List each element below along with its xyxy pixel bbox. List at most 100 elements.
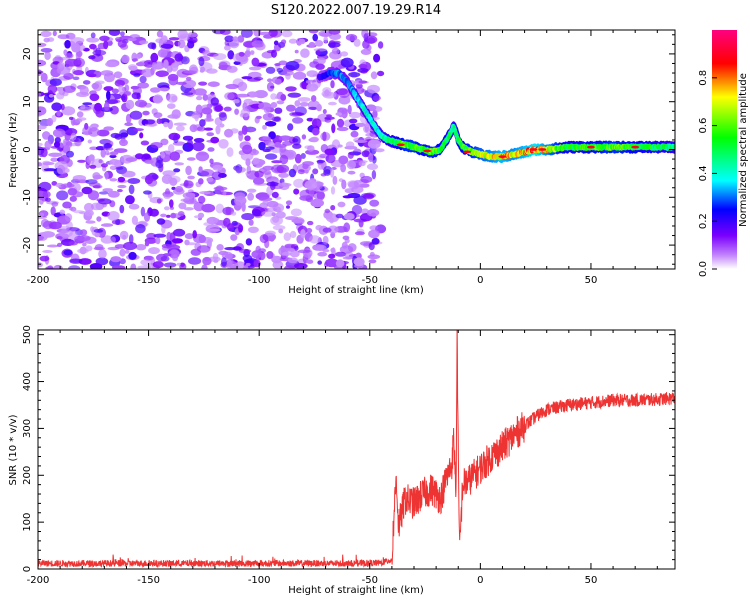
noise-blob [169, 199, 174, 208]
noise-blob [265, 153, 278, 160]
noise-blob [306, 227, 313, 234]
noise-blob [274, 141, 282, 148]
noise-blob [105, 150, 110, 156]
noise-blob [369, 225, 379, 231]
noise-blob [89, 263, 103, 269]
noise-blob [202, 256, 212, 266]
noise-blob [278, 135, 292, 141]
noise-blob [193, 88, 207, 96]
noise-blob [57, 34, 70, 40]
noise-blob [281, 70, 294, 76]
noise-blob [331, 47, 340, 55]
snr-y-axis: 0 100 200 300 400 500 [22, 325, 675, 572]
noise-blob [119, 230, 129, 240]
noise-blob [166, 214, 171, 218]
noise-blob [45, 197, 51, 202]
noise-blob [98, 159, 103, 164]
snr-panel: -200 -150 -100 -50 0 50 0 100 200 300 400 500 Heig… [8, 325, 676, 596]
noise-blob [338, 155, 349, 165]
noise-blob [198, 178, 204, 185]
noise-blob [48, 94, 54, 98]
noise-blob [322, 249, 330, 253]
noise-blob [237, 81, 248, 92]
noise-blob [272, 215, 280, 223]
noise-blob [345, 141, 355, 149]
noise-blob [341, 179, 347, 190]
noise-blob [372, 95, 381, 101]
noise-blob [47, 37, 55, 42]
noise-blob [173, 122, 187, 126]
noise-blob [82, 80, 91, 85]
y-tick-label: 100 [22, 513, 33, 532]
noise-blob [284, 265, 296, 269]
noise-blob [59, 229, 73, 238]
x-tick-label: -200 [27, 575, 50, 586]
noise-blob [135, 224, 146, 234]
noise-blob [174, 53, 184, 62]
y-tick-label: -20 [22, 237, 33, 253]
y-tick-label: 20 [22, 48, 33, 61]
colorbar-tick-label: 0.6 [698, 118, 709, 134]
noise-blobs [38, 30, 387, 269]
noise-blob [227, 50, 235, 60]
spectrogram-y-label: Frequency (Hz) [8, 112, 19, 188]
noise-blob [106, 40, 113, 46]
noise-blob [240, 30, 253, 38]
noise-blob [367, 84, 380, 94]
noise-blob [74, 118, 83, 123]
noise-blob [316, 103, 322, 112]
noise-blob [224, 35, 234, 43]
noise-blob [307, 145, 315, 152]
noise-blob [308, 235, 321, 244]
noise-blob [167, 144, 175, 153]
noise-blob [288, 168, 297, 178]
noise-blob [103, 101, 110, 111]
noise-blob [322, 131, 327, 142]
noise-blob [360, 48, 372, 56]
noise-blob [312, 127, 320, 136]
noise-blob [213, 53, 227, 61]
noise-blob [349, 118, 358, 124]
noise-blob [250, 50, 255, 55]
ridge-peak [529, 148, 538, 151]
noise-blob [139, 132, 144, 139]
noise-blob [195, 151, 210, 162]
noise-blob [156, 198, 162, 204]
noise-blob [330, 247, 336, 253]
noise-blob [176, 262, 181, 266]
x-tick-label: -200 [27, 275, 50, 286]
noise-blob [143, 119, 156, 125]
noise-blob [273, 40, 279, 46]
noise-blob [368, 242, 375, 251]
noise-blob [51, 114, 57, 123]
noise-blob [238, 248, 252, 254]
noise-blob [320, 173, 327, 177]
noise-blob [274, 63, 281, 67]
noise-blob [253, 76, 264, 81]
noise-blob [141, 68, 154, 78]
noise-blob [218, 139, 229, 149]
noise-blob [120, 95, 126, 101]
noise-blob [117, 189, 123, 193]
noise-blob [143, 212, 151, 222]
noise-blob [175, 185, 184, 193]
noise-blob [316, 190, 325, 201]
noise-blob [128, 65, 138, 71]
y-tick-label: 10 [22, 95, 33, 108]
noise-blob [65, 53, 74, 59]
noise-blob [335, 213, 344, 219]
noise-blob [92, 49, 107, 56]
noise-blob [105, 61, 118, 68]
noise-blob [207, 147, 215, 152]
noise-blob [179, 262, 185, 267]
snr-plot-area [38, 330, 675, 569]
x-tick-label: 50 [585, 575, 598, 586]
noise-blob [140, 259, 152, 266]
noise-blob [158, 87, 170, 92]
noise-blob [76, 111, 84, 118]
noise-blob [47, 84, 58, 94]
noise-blob [278, 172, 289, 178]
noise-blob [128, 251, 137, 260]
noise-blob [222, 206, 234, 216]
noise-blob [176, 125, 185, 132]
